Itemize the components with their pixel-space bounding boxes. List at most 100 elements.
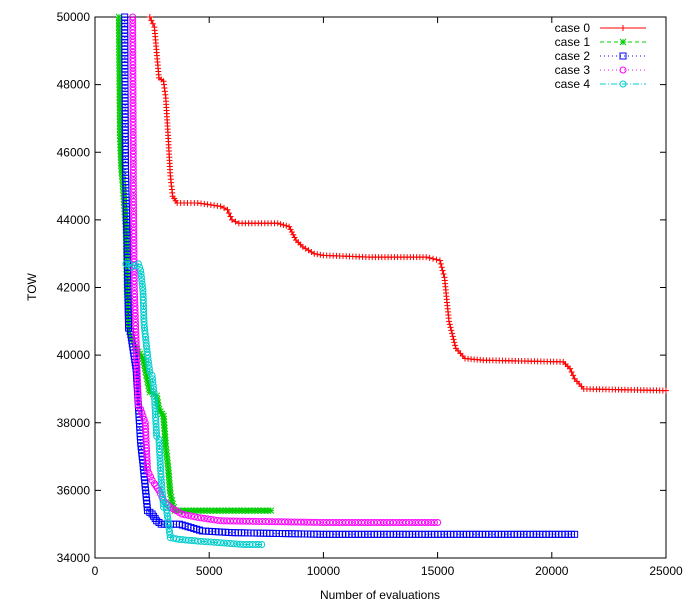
data-point <box>161 424 168 432</box>
data-point <box>116 135 124 142</box>
data-point <box>225 210 232 217</box>
data-point <box>134 399 142 407</box>
data-point <box>267 507 275 515</box>
y-tick-label: 40000 <box>57 348 91 362</box>
data-point <box>116 58 123 66</box>
data-point <box>146 388 154 396</box>
data-point <box>142 368 150 376</box>
data-point <box>200 538 208 546</box>
data-point <box>165 470 173 477</box>
data-point <box>120 201 128 209</box>
series-case-3 <box>129 13 442 526</box>
data-point <box>226 540 234 548</box>
data-point <box>167 493 175 501</box>
data-point <box>157 408 164 415</box>
data-point <box>123 278 131 285</box>
data-point <box>207 538 215 546</box>
data-point <box>158 483 166 491</box>
data-point <box>164 459 172 467</box>
data-point <box>143 375 151 383</box>
series-line <box>125 263 262 545</box>
legend-item: case 1 <box>555 35 646 49</box>
data-point <box>124 303 132 311</box>
data-point <box>438 264 445 271</box>
x-tick-label: 10000 <box>307 564 341 578</box>
data-point <box>122 245 130 253</box>
data-point <box>311 250 318 257</box>
data-point <box>120 192 128 200</box>
data-point <box>143 463 151 471</box>
data-point <box>162 440 169 447</box>
data-point <box>149 20 156 27</box>
data-point <box>255 540 263 548</box>
data-point <box>133 345 141 353</box>
data-point <box>219 507 227 515</box>
data-point <box>165 466 172 474</box>
data-point <box>118 165 125 173</box>
data-point <box>149 378 157 386</box>
data-point <box>149 382 157 390</box>
data-point <box>207 515 215 523</box>
data-point <box>144 378 152 386</box>
x-tick-label: 0 <box>92 564 99 578</box>
data-point <box>115 13 123 21</box>
data-point <box>122 252 130 260</box>
data-point <box>145 382 152 389</box>
data-point <box>116 84 124 91</box>
data-point <box>169 500 177 508</box>
data-point <box>116 115 124 123</box>
data-point <box>116 96 124 104</box>
data-point <box>197 507 204 515</box>
data-point <box>448 327 455 334</box>
data-point <box>436 257 443 264</box>
data-point <box>123 290 131 298</box>
data-point <box>151 515 159 523</box>
data-point <box>161 436 169 444</box>
data-point <box>123 265 130 272</box>
data-point <box>229 507 236 515</box>
data-point <box>145 361 153 369</box>
data-point <box>286 223 293 230</box>
data-point <box>216 507 224 515</box>
data-point <box>120 195 128 203</box>
data-point <box>213 516 221 524</box>
data-point <box>261 507 268 515</box>
data-point <box>115 23 123 30</box>
data-point <box>118 169 126 176</box>
data-point <box>152 429 160 437</box>
data-point <box>206 507 214 515</box>
data-point <box>241 507 249 515</box>
data-point <box>123 281 131 288</box>
axis-ticks: 0 5000 10000 15000 20000 25000 34000 36000 38000… <box>57 10 683 578</box>
data-point <box>116 122 124 130</box>
data-point <box>449 333 456 340</box>
data-point <box>290 231 297 238</box>
data-point <box>124 309 132 317</box>
data-point <box>162 443 170 450</box>
data-point <box>174 507 182 515</box>
data-point <box>139 412 147 420</box>
data-point <box>194 537 202 545</box>
data-point <box>439 267 446 274</box>
data-point <box>149 390 157 398</box>
data-point <box>440 270 447 277</box>
data-point <box>115 39 123 46</box>
data-point <box>115 45 123 53</box>
data-point <box>137 405 145 413</box>
data-point <box>277 221 284 228</box>
data-point <box>141 365 149 373</box>
y-axis-title: TOW <box>25 272 39 300</box>
data-point <box>225 507 233 515</box>
data-point <box>163 453 171 460</box>
data-point <box>160 418 168 426</box>
data-point <box>190 507 198 515</box>
data-point <box>197 514 205 522</box>
data-point <box>153 392 161 400</box>
data-point <box>160 415 168 423</box>
data-point <box>137 267 145 275</box>
data-point <box>210 538 218 546</box>
data-point <box>163 449 170 457</box>
data-point <box>143 372 150 379</box>
data-point <box>155 405 163 413</box>
data-point <box>140 415 148 423</box>
